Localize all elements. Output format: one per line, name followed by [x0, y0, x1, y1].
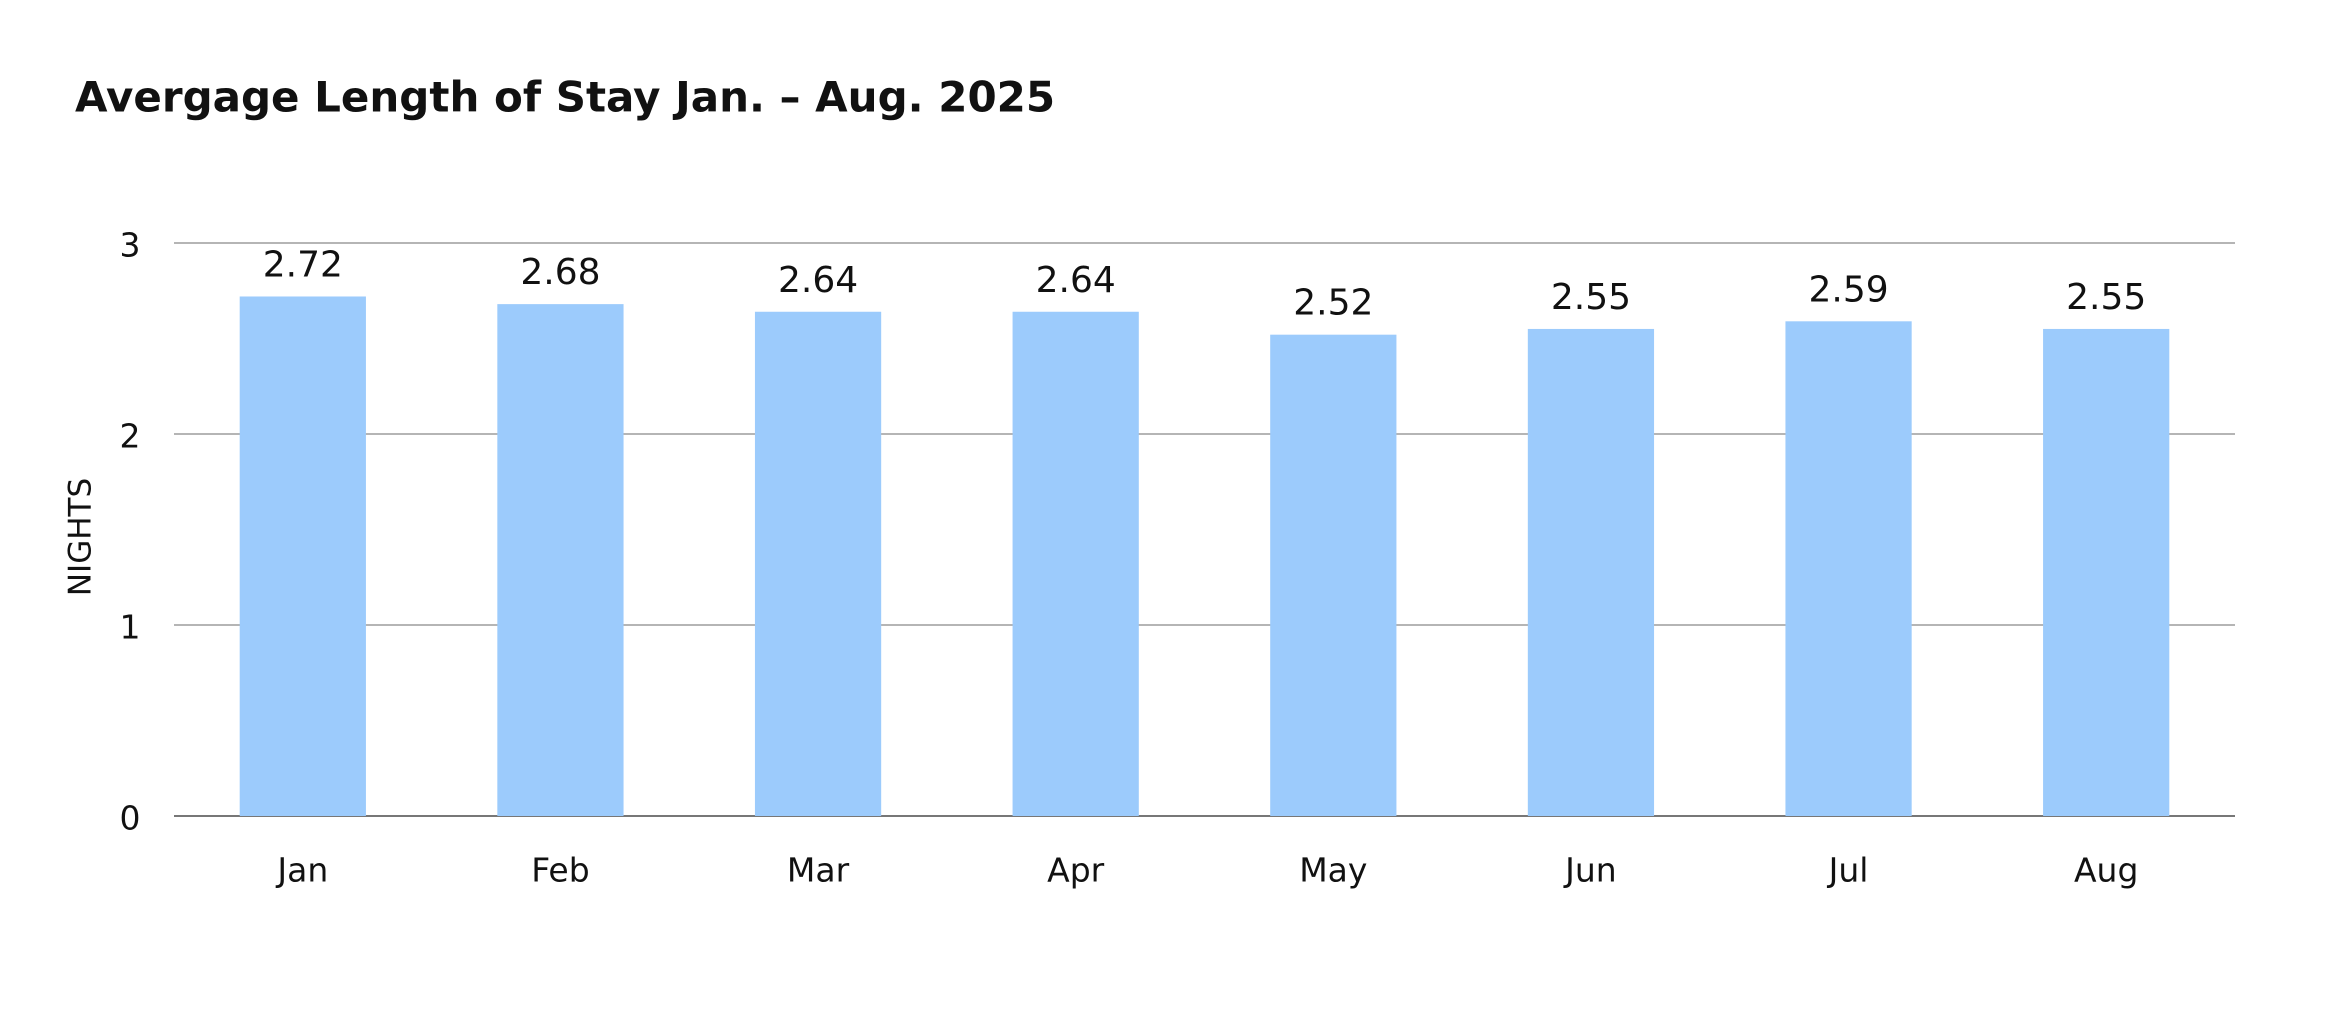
value-label: 2.68: [520, 252, 600, 293]
value-label: 2.55: [2066, 277, 2146, 318]
x-tick-label: Feb: [531, 851, 589, 890]
x-tick-label: Jun: [1563, 851, 1617, 890]
value-label: 2.55: [1551, 277, 1631, 318]
value-label: 2.59: [1808, 269, 1888, 310]
x-tick-label: Apr: [1047, 851, 1105, 890]
bar: [1785, 321, 1912, 816]
bar: [754, 311, 882, 816]
value-label: 2.64: [1036, 260, 1116, 301]
bar: [1527, 328, 1655, 816]
y-tick-label: 1: [120, 608, 141, 647]
value-label: 2.52: [1293, 283, 1373, 324]
bar: [497, 304, 624, 816]
y-tick-label: 3: [120, 226, 141, 265]
x-tick-label: Aug: [2074, 851, 2138, 890]
bar: [1012, 311, 1139, 816]
value-label: 2.64: [778, 260, 858, 301]
y-axis-label: NIGHTS: [63, 478, 99, 596]
x-tick-label: Jul: [1827, 851, 1869, 890]
value-label: 2.72: [263, 244, 343, 285]
x-tick-label: Jan: [275, 851, 328, 890]
chart-title: Avergage Length of Stay Jan. – Aug. 2025: [75, 73, 1055, 122]
x-tick-label: Mar: [787, 851, 850, 890]
x-tick-label: May: [1299, 851, 1367, 890]
bar: [1270, 334, 1397, 816]
bar: [239, 296, 366, 817]
y-tick-label: 2: [120, 417, 141, 456]
y-tick-label: 0: [120, 799, 141, 838]
bar: [2043, 328, 2170, 816]
